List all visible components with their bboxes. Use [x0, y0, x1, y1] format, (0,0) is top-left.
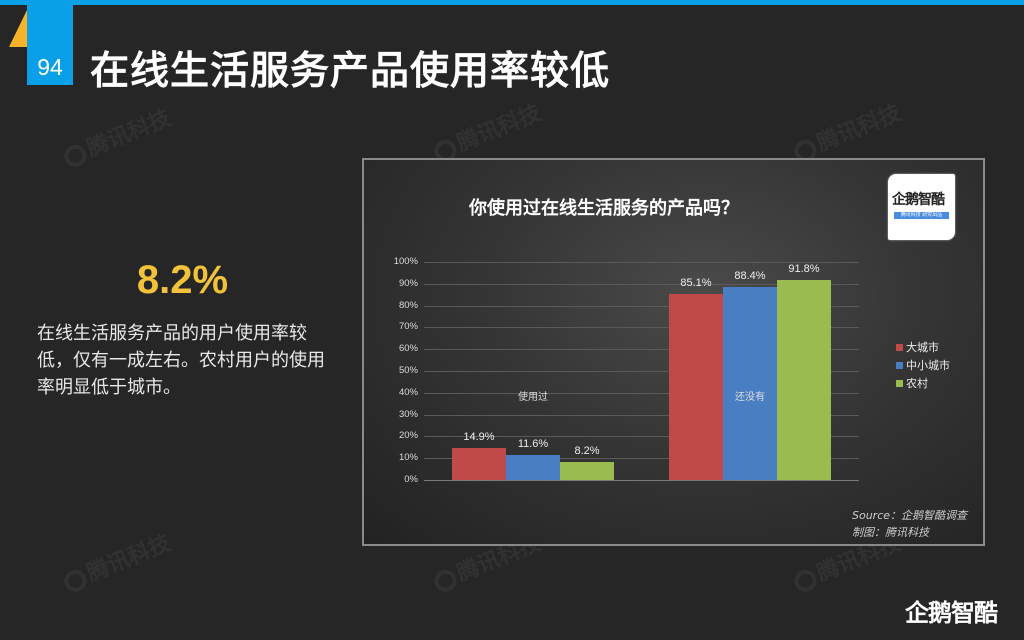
watermark: 腾讯科技 — [428, 95, 545, 167]
gridline — [424, 349, 859, 351]
x-label-used: 使用过 — [518, 392, 548, 403]
chart-title: 你使用过在线生活服务的产品吗？ — [469, 198, 739, 219]
watermark: 腾讯科技 — [58, 100, 175, 172]
gridline — [424, 327, 859, 329]
bar — [669, 294, 723, 480]
chart-legend: 大城市 中小城市 农村 — [896, 338, 950, 392]
bar-data-label: 11.6% — [517, 437, 549, 450]
page-title: 在线生活服务产品使用率较低 — [90, 49, 611, 94]
made-by-text: 制图：腾讯科技 — [852, 526, 929, 539]
y-tick-label: 90% — [398, 277, 418, 289]
top-accent-bar — [0, 0, 1024, 5]
legend-swatch — [896, 343, 903, 351]
watermark-logo-icon — [61, 141, 90, 171]
brand-logo-text: 企鹅智酷 — [892, 192, 945, 208]
y-tick-label: 30% — [398, 408, 418, 420]
y-tick-label: 100% — [393, 256, 418, 267]
chart-source: Source：企鹅智酷调查 制图：腾讯科技 — [852, 507, 967, 541]
gridline — [424, 283, 859, 285]
chart-panel: 你使用过在线生活服务的产品吗？ 企鹅智酷 腾讯科技 研究出品 0% 10% 20% 3… — [362, 158, 985, 546]
legend-item: 农村 — [896, 374, 950, 392]
yellow-triangle-decoration — [9, 10, 27, 47]
brand-logo-subtitle: 腾讯科技 研究出品 — [894, 212, 949, 219]
y-tick-label: 80% — [398, 299, 418, 311]
legend-item: 中小城市 — [896, 356, 950, 374]
y-tick-label: 20% — [398, 430, 418, 442]
page-number: 94 — [37, 54, 63, 80]
gridline — [424, 262, 859, 263]
y-tick-label: 70% — [398, 321, 418, 333]
bar-data-label: 8.2% — [574, 445, 600, 458]
legend-item: 大城市 — [896, 338, 950, 356]
watermark-logo-icon — [791, 566, 820, 596]
highlight-description: 在线生活服务产品的用户使用率较低，仅有一成左右。农村用户的使用率明显低于城市。 — [37, 323, 325, 398]
gridline — [424, 305, 859, 307]
gridline — [424, 458, 859, 460]
bar-data-label: 91.8% — [788, 262, 820, 275]
x-label-not-yet: 还没有 — [735, 392, 765, 403]
bar — [777, 279, 831, 480]
gridline — [424, 436, 859, 438]
watermark: 腾讯科技 — [58, 525, 175, 597]
bar-data-label: 85.1% — [680, 277, 712, 290]
gridline — [424, 414, 859, 416]
bar — [506, 454, 560, 480]
gridline — [424, 371, 859, 372]
brand-logo-badge: 企鹅智酷 腾讯科技 研究出品 — [888, 174, 955, 240]
x-axis-line — [424, 480, 859, 481]
bar-data-label: 14.9% — [463, 430, 495, 443]
bar — [560, 462, 614, 480]
y-tick-label: 10% — [398, 452, 418, 464]
watermark: 腾讯科技 — [788, 95, 905, 167]
legend-swatch — [896, 379, 903, 387]
plot-area: 0% 10% 20% 30% 40% 50% 60% 70% 80% 90% 100% 14.9% 11… — [394, 256, 859, 485]
watermark-logo-icon — [61, 566, 90, 596]
source-text: Source：企鹅智酷调查 — [852, 509, 968, 522]
y-tick-label: 60% — [398, 343, 418, 355]
y-tick-label: 0% — [404, 474, 418, 485]
bar — [452, 447, 506, 480]
gridline — [424, 392, 859, 394]
y-tick-label: 50% — [398, 365, 418, 376]
highlight-value: 8.2% — [136, 258, 229, 302]
legend-swatch — [896, 361, 903, 369]
bar-data-label: 88.4% — [734, 270, 766, 283]
bar — [723, 287, 777, 480]
y-tick-label: 40% — [398, 386, 418, 398]
page-number-badge: 94 — [27, 0, 73, 85]
watermark-logo-icon — [431, 566, 460, 596]
footer-logo: 企鹅智酷 — [905, 599, 998, 627]
